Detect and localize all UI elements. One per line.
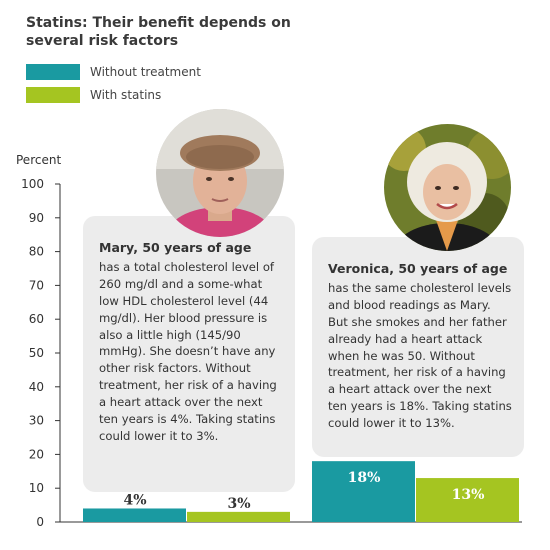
legend-swatch-with-statins bbox=[26, 87, 80, 103]
y-axis-label: Percent bbox=[16, 153, 62, 167]
y-tick-label: 90 bbox=[29, 211, 44, 225]
bar-veronica-with-statins bbox=[416, 478, 519, 522]
bar-mary-with-statins bbox=[187, 511, 290, 522]
y-tick-label: 60 bbox=[29, 312, 44, 326]
y-tick-label: 50 bbox=[29, 346, 44, 360]
bar-value-label-mary-with-statins: 3% bbox=[227, 496, 250, 512]
person-description-mary: has a total cholesterol level of 260 mg/… bbox=[99, 259, 277, 443]
info-box-veronica: Veronica, 50 years of age has the same c… bbox=[312, 237, 524, 457]
y-tick-label: 0 bbox=[36, 515, 44, 529]
bar-value-label-mary-without-treatment: 4% bbox=[123, 492, 146, 508]
bar-veronica-without-treatment bbox=[312, 461, 415, 522]
mary-photo bbox=[156, 109, 284, 237]
legend-swatch-without-treatment bbox=[26, 64, 80, 80]
person-name-mary: Mary, 50 years of age bbox=[99, 240, 252, 255]
legend-label-without-treatment: Without treatment bbox=[90, 65, 201, 79]
legend-label-with-statins: With statins bbox=[90, 88, 162, 102]
chart-title: Statins: Their benefit depends on severa… bbox=[26, 15, 291, 49]
bar-mary-without-treatment bbox=[83, 508, 186, 522]
bar-value-label-veronica-without-treatment: 18% bbox=[348, 470, 381, 486]
veronica-photo bbox=[384, 124, 511, 251]
info-box-mary: Mary, 50 years of age has a total choles… bbox=[83, 216, 295, 492]
bar-value-label-veronica-with-statins: 13% bbox=[452, 487, 485, 503]
person-description-veronica: has the same cholesterol levels and bloo… bbox=[328, 280, 512, 431]
y-tick-label: 10 bbox=[29, 481, 44, 495]
y-tick-label: 40 bbox=[29, 380, 44, 394]
y-tick-label: 70 bbox=[29, 278, 44, 292]
y-tick-label: 100 bbox=[21, 177, 44, 191]
y-tick-label: 20 bbox=[29, 447, 44, 461]
y-tick-label: 30 bbox=[29, 414, 44, 428]
y-tick-label: 80 bbox=[29, 245, 44, 259]
person-name-veronica: Veronica, 50 years of age bbox=[328, 261, 508, 276]
